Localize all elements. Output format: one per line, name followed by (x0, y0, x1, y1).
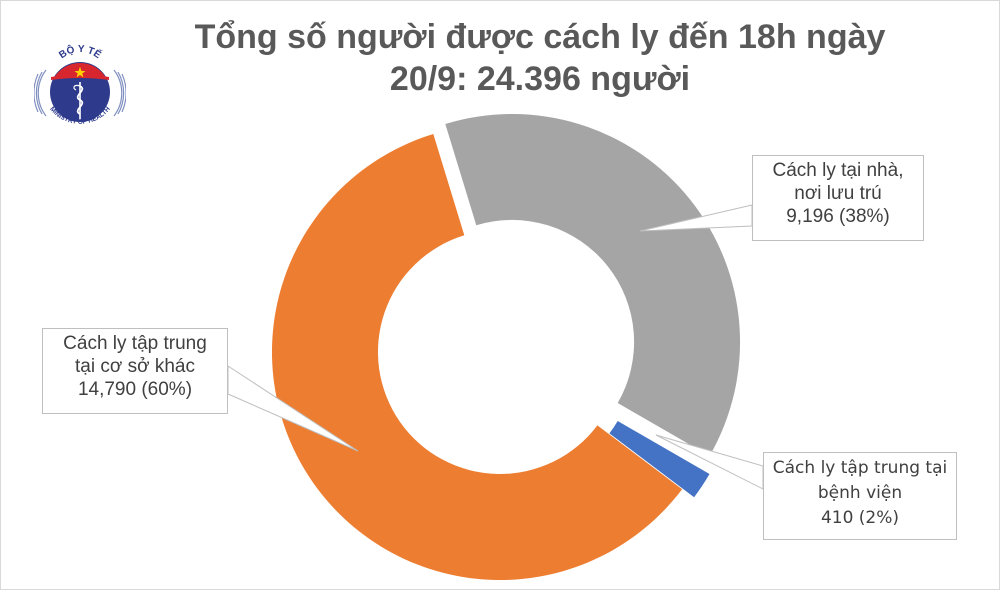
data-label-other-line1: Cách ly tập trung (63, 333, 207, 354)
data-label-other-value: 14,790 (60%) (77, 379, 193, 400)
data-label-other: Cách ly tập trung tại cơ sở khác 14,790 … (42, 328, 228, 414)
data-label-hospital: Cách ly tập trung tại bệnh viện 410 (2%) (763, 452, 957, 540)
data-label-home: Cách ly tại nhà, nơi lưu trú 9,196 (38%) (752, 155, 924, 241)
ministry-of-health-logo-icon: BỘ Y TẾ MINISTRY OF HEALTH (34, 43, 126, 126)
slice-home-isolation[interactable] (445, 114, 741, 456)
data-label-home-line1: Cách ly tại nhà, (772, 160, 904, 181)
slice-other-facilities[interactable] (271, 134, 683, 581)
chart-title-line2: 20/9: 24.396 người (389, 60, 691, 98)
data-label-hospital-value: 410 (2%) (820, 508, 900, 528)
data-label-home-value: 9,196 (38%) (786, 206, 890, 227)
chart-title-line1: Tổng số người được cách ly đến 18h ngày (194, 18, 886, 56)
callout-pointer-other (227, 365, 359, 452)
data-label-hospital-line2: bệnh viện (817, 483, 903, 503)
chart-title: Tổng số người được cách ly đến 18h ngày … (160, 16, 920, 100)
slice-hospital-isolation[interactable] (609, 421, 710, 498)
data-label-hospital-line1: Cách ly tập trung tại (772, 458, 948, 478)
data-label-home-line2: nơi lưu trú (794, 183, 882, 204)
data-label-other-line2: tại cơ sở khác (75, 356, 195, 377)
svg-text:BỘ Y TẾ: BỘ Y TẾ (57, 43, 104, 62)
